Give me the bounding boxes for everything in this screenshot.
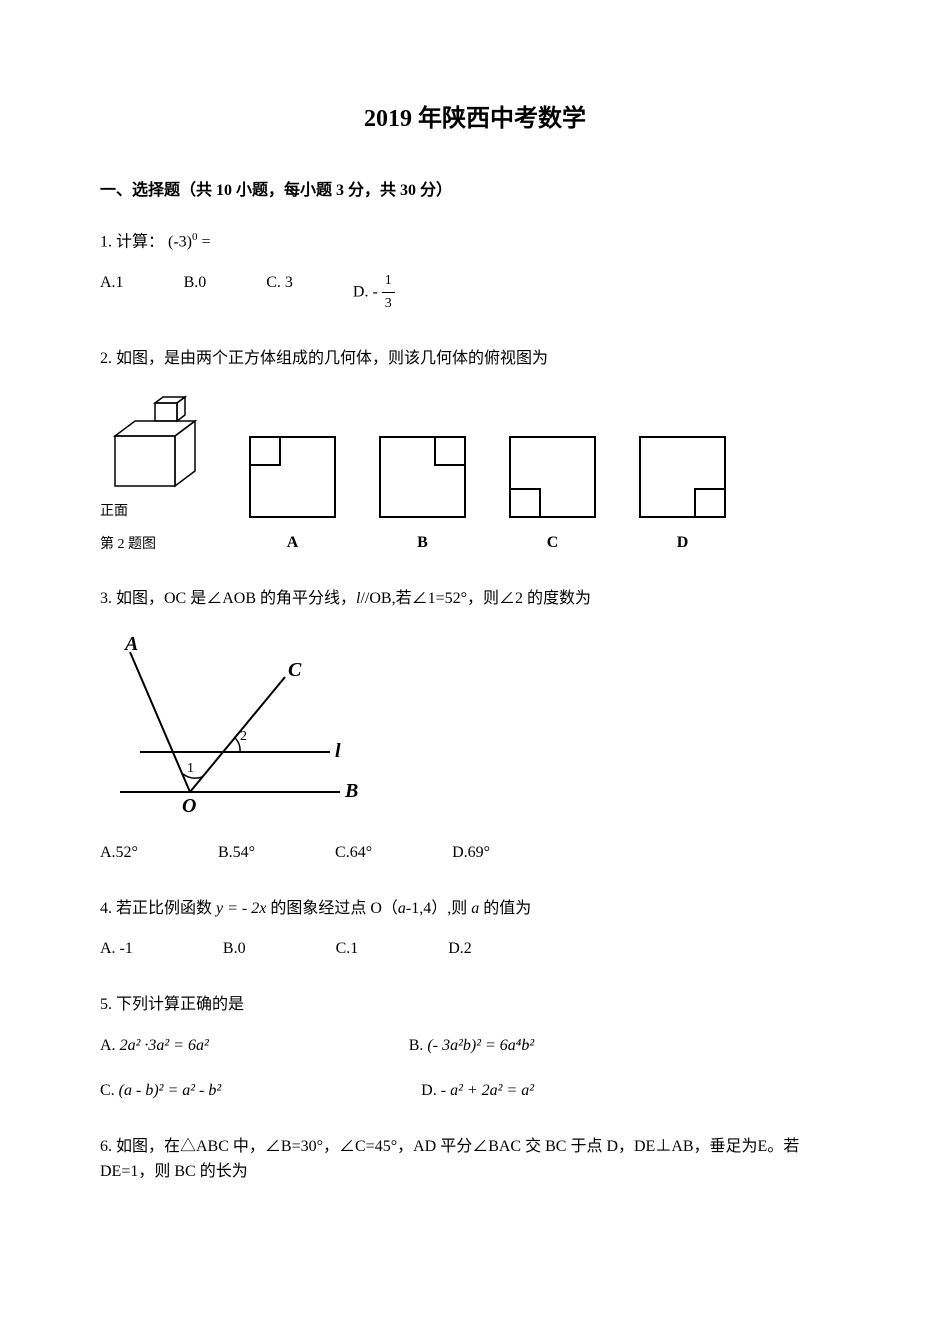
q3-diagram: A C l B O 1 2: [100, 632, 850, 821]
q4-p3: -1,4）,则: [406, 900, 471, 917]
q2-fig-label: 第 2 题图: [100, 534, 210, 556]
q5-optA-prefix: A.: [100, 1037, 120, 1054]
q3-optB: B.54°: [218, 840, 255, 866]
q4-optC: C.1: [336, 936, 359, 962]
q1-text: 1. 计算： (-3)0 =: [100, 229, 850, 255]
q1-fraction: 1 3: [382, 270, 395, 316]
q5-optB-math: (- 3a²b)² = 6a⁴b²: [427, 1037, 534, 1054]
q2-front-label: 正面: [100, 501, 210, 523]
q2-optD-figure: D: [635, 427, 730, 556]
q4-optB: B.0: [223, 936, 246, 962]
page-title: 2019 年陕西中考数学: [100, 100, 850, 138]
q1-prompt: 1. 计算：: [100, 233, 164, 250]
q4-optD: D.2: [448, 936, 472, 962]
question-5: 5. 下列计算正确的是 A. 2a² ·3a² = 6a² B. (- 3a²b…: [100, 992, 850, 1104]
q4-text: 4. 若正比例函数 y = - 2x 的图象经过点 O（a-1,4）,则 a 的…: [100, 896, 850, 922]
q3-label-C: C: [288, 659, 302, 681]
q4-options: A. -1 B.0 C.1 D.2: [100, 936, 850, 962]
q5-optD-math: - a² + 2a² = a²: [441, 1082, 534, 1099]
question-6: 6. 如图，在△ABC 中，∠B=30°，∠C=45°，AD 平分∠BAC 交 …: [100, 1134, 850, 1185]
q2-optA-figure: A: [245, 427, 340, 556]
q5-optC-math: (a - b)² = a² - b²: [119, 1082, 222, 1099]
q5-optA: A. 2a² ·3a² = 6a²: [100, 1033, 209, 1059]
q1-frac-den: 3: [382, 293, 395, 315]
q2-text: 2. 如图，是由两个正方体组成的几何体，则该几何体的俯视图为: [100, 346, 850, 372]
q3-label-A: A: [123, 633, 138, 655]
q4-p1: 4. 若正比例函数: [100, 900, 216, 917]
question-2: 2. 如图，是由两个正方体组成的几何体，则该几何体的俯视图为 正面 第 2 题图: [100, 346, 850, 556]
q3-p1: 3. 如图，OC 是∠AOB 的角平分线，: [100, 590, 356, 607]
q1-optD: D. - 1 3: [353, 270, 395, 316]
q5-optB-prefix: B.: [409, 1037, 424, 1054]
q3-label-B: B: [344, 780, 358, 802]
q2-figures: 正面 第 2 题图 A B C: [100, 391, 850, 556]
q5-options-row2: C. (a - b)² = a² - b² D. - a² + 2a² = a²: [100, 1078, 850, 1104]
q1-expr-base: (-3): [168, 233, 192, 250]
q4-optA: A. -1: [100, 936, 133, 962]
q4-p2: 的图象经过点 O（: [266, 900, 398, 917]
topview-A-icon: [245, 427, 340, 522]
q4-math1: y = - 2x: [216, 900, 266, 917]
cube-3d-icon: [100, 391, 210, 501]
q5-optB: B. (- 3a²b)² = 6a⁴b²: [409, 1033, 534, 1059]
q1-optA: A.1: [100, 270, 124, 316]
q2-labelB: B: [417, 530, 428, 556]
question-4: 4. 若正比例函数 y = - 2x 的图象经过点 O（a-1,4）,则 a 的…: [100, 896, 850, 962]
q5-optD: D. - a² + 2a² = a²: [421, 1078, 534, 1104]
q3-angle1-label: 1: [187, 761, 194, 776]
q3-optD: D.69°: [452, 840, 490, 866]
q1-optB: B.0: [184, 270, 207, 316]
q1-expr-eq: =: [198, 233, 211, 250]
q5-optD-prefix: D.: [421, 1082, 437, 1099]
q1-options: A.1 B.0 C. 3 D. - 1 3: [100, 270, 850, 316]
q3-optA: A.52°: [100, 840, 138, 866]
q4-p4: 的值为: [479, 900, 531, 917]
angle-diagram-icon: A C l B O 1 2: [100, 632, 360, 812]
q5-options-row1: A. 2a² ·3a² = 6a² B. (- 3a²b)² = 6a⁴b²: [100, 1033, 850, 1059]
q6-text: 6. 如图，在△ABC 中，∠B=30°，∠C=45°，AD 平分∠BAC 交 …: [100, 1134, 850, 1185]
q2-optC-figure: C: [505, 427, 600, 556]
q1-frac-num: 1: [382, 270, 395, 293]
q1-optD-minus: -: [372, 283, 377, 300]
q2-optB-figure: B: [375, 427, 470, 556]
topview-B-icon: [375, 427, 470, 522]
q5-optA-math: 2a² ·3a² = 6a²: [120, 1037, 209, 1054]
topview-D-icon: [635, 427, 730, 522]
q3-p2: //OB,若∠1=52°，则∠2 的度数为: [360, 590, 591, 607]
q2-3d-figure: 正面 第 2 题图: [100, 391, 210, 556]
q3-text: 3. 如图，OC 是∠AOB 的角平分线，l//OB,若∠1=52°，则∠2 的…: [100, 586, 850, 612]
q2-labelD: D: [677, 530, 689, 556]
q1-optC: C. 3: [266, 270, 293, 316]
q3-angle2-label: 2: [240, 729, 247, 744]
question-1: 1. 计算： (-3)0 = A.1 B.0 C. 3 D. - 1 3: [100, 229, 850, 316]
q4-math2: a: [398, 900, 406, 917]
q3-label-O: O: [182, 795, 196, 812]
q5-optC: C. (a - b)² = a² - b²: [100, 1078, 221, 1104]
q5-optC-prefix: C.: [100, 1082, 115, 1099]
question-3: 3. 如图，OC 是∠AOB 的角平分线， l //OB,若∠1=52°，则∠2 的…: [100, 586, 850, 866]
q1-optD-prefix: D.: [353, 283, 369, 300]
topview-C-icon: [505, 427, 600, 522]
q3-label-l: l: [335, 740, 341, 762]
q5-text: 5. 下列计算正确的是: [100, 992, 850, 1018]
q2-labelC: C: [547, 530, 559, 556]
q3-optC: C.64°: [335, 840, 372, 866]
section-header: 一、选择题（共 10 小题，每小题 3 分，共 30 分）: [100, 178, 850, 204]
q2-labelA: A: [287, 530, 299, 556]
q3-options: A.52° B.54° C.64° D.69°: [100, 840, 850, 866]
